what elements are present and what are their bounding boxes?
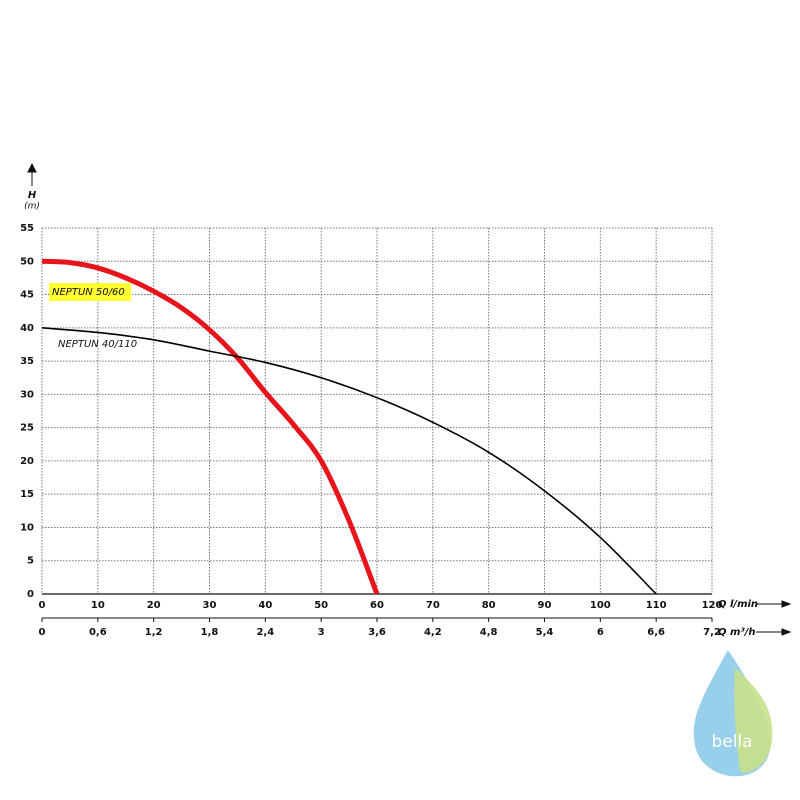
x-tick-label: 90 — [538, 600, 552, 611]
logo-text: bella — [711, 732, 752, 752]
legend-highlight — [49, 283, 131, 301]
y-tick-label: 15 — [20, 489, 34, 500]
legend-label: NEPTUN 40/110 — [58, 339, 137, 350]
x-tick-label: 20 — [147, 600, 161, 611]
x2-label: Q m³/h — [718, 627, 756, 638]
y-tick-label: 25 — [20, 423, 34, 434]
x2-tick-label: 1,2 — [145, 627, 163, 638]
y-tick-label: 30 — [20, 389, 34, 400]
x2-tick-label: 4,8 — [480, 627, 498, 638]
x-arrow-head — [781, 600, 792, 608]
x2-tick-label: 4,2 — [424, 627, 442, 638]
logo-leaf — [734, 668, 773, 773]
x-tick-label: 50 — [314, 600, 328, 611]
x-tick-label: 10 — [91, 600, 105, 611]
y-arrow-head — [27, 162, 37, 173]
x-tick-label: 100 — [590, 600, 611, 611]
x2-tick-label: 3,6 — [368, 627, 386, 638]
curve — [41, 258, 380, 595]
y-tick-label: 45 — [20, 290, 34, 301]
y-tick-label: 0 — [27, 589, 34, 600]
y-tick-label: 50 — [20, 256, 34, 267]
y-tick-label: 55 — [20, 223, 34, 234]
x-tick-label: 30 — [203, 600, 217, 611]
x-label: Q l/min — [718, 599, 758, 610]
x2-tick-label: 1,8 — [201, 627, 219, 638]
x2-tick-label: 2,4 — [256, 627, 274, 638]
x-tick-label: 40 — [258, 600, 272, 611]
x-tick-label: 70 — [426, 600, 440, 611]
y-unit: (m) — [24, 202, 40, 212]
x2-tick-label: 3 — [318, 627, 325, 638]
x2-tick-label: 6 — [597, 627, 604, 638]
x-tick-label: 60 — [370, 600, 384, 611]
x2-tick-label: 6,6 — [647, 627, 665, 638]
y-tick-label: 40 — [20, 323, 34, 334]
legend-label: NEPTUN 50/60 — [52, 287, 125, 298]
x2-tick-label: 0 — [39, 627, 46, 638]
y-label: H — [28, 190, 37, 201]
curve — [41, 327, 657, 595]
x2-tick-label: 5,4 — [536, 627, 554, 638]
logo: bella — [693, 650, 773, 777]
y-tick-label: 10 — [20, 522, 34, 533]
x-tick-label: 0 — [39, 600, 46, 611]
x2-tick-label: 0,6 — [89, 627, 107, 638]
y-tick-label: 5 — [27, 556, 34, 567]
x2-tick-label: 7,2 — [703, 627, 721, 638]
x2-arrow-head — [781, 628, 792, 636]
x-tick-label: 110 — [646, 600, 667, 611]
x-tick-label: 120 — [702, 600, 723, 611]
y-tick-label: 35 — [20, 356, 34, 367]
y-tick-label: 20 — [20, 456, 34, 467]
axis-arrows — [27, 162, 792, 636]
x-tick-label: 80 — [482, 600, 496, 611]
